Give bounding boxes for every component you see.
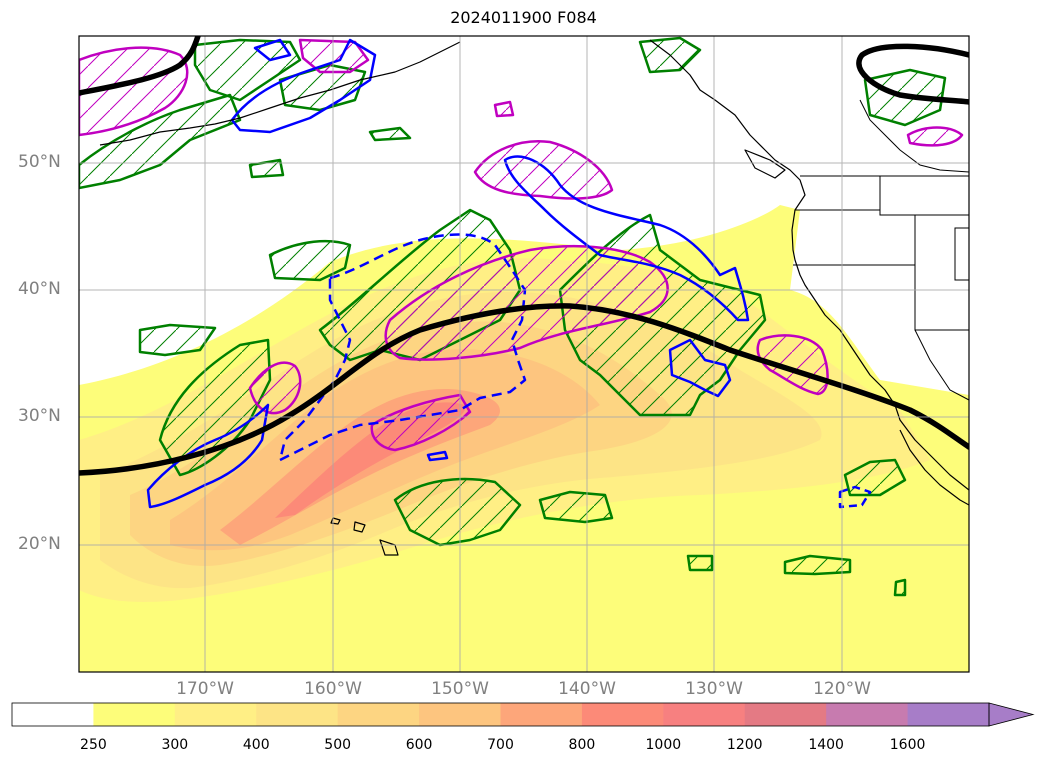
colorbar-segment: [419, 703, 501, 726]
colorbar-segment: [500, 703, 583, 726]
green-contour: [538, 490, 614, 524]
hawaii-island: [379, 539, 399, 556]
magenta-contour: [493, 100, 515, 118]
magenta-contour: [370, 393, 472, 452]
magenta-contour: [906, 126, 964, 147]
state-border: [793, 264, 969, 331]
jet-axis-north-east: [856, 43, 969, 105]
colorbar-tick-label: 300: [161, 737, 189, 753]
borders: [793, 99, 969, 401]
jet-axis-lines: [79, 36, 969, 476]
blue-contour-solid: [146, 403, 270, 509]
magenta-contours: [79, 38, 964, 452]
coastlines: [99, 39, 969, 556]
lat-label: 40°N: [18, 279, 61, 299]
colorbar-segment: [93, 703, 176, 726]
hawaii-island: [353, 521, 366, 533]
colorbar-extend-arrow: [988, 702, 1035, 727]
magenta-contour: [79, 46, 189, 137]
colorbar-segment: [744, 703, 827, 726]
baja-coastline: [899, 429, 969, 506]
lon-label: 130°W: [685, 679, 743, 699]
green-contour: [248, 158, 285, 179]
state-border: [795, 209, 969, 216]
green-contour: [843, 458, 907, 497]
green-contour: [193, 38, 302, 102]
state-border: [859, 99, 969, 173]
vancouver-island: [744, 149, 786, 179]
colorbar-outline: [11, 702, 990, 727]
colorbar-segment: [256, 703, 339, 726]
colorbar-tick-label: 1400: [808, 737, 844, 753]
colorbar-tick-label: 1600: [889, 737, 926, 753]
blue-contour-solid: [230, 38, 377, 134]
blue-contours: [146, 38, 872, 509]
graticule: [79, 36, 969, 672]
green-contour: [79, 93, 242, 190]
green-contour: [368, 126, 412, 142]
colorbar: [11, 702, 1035, 727]
lon-label: 150°W: [431, 679, 489, 699]
colorbar-segment: [581, 703, 664, 726]
lat-label: 20°N: [18, 534, 61, 554]
green-contour: [393, 477, 522, 547]
map-area: [79, 36, 969, 672]
north-america-coastline: [649, 39, 969, 491]
hawaii-island: [330, 517, 341, 525]
green-contour: [686, 554, 714, 572]
colorbar-segment: [826, 703, 909, 726]
green-contour: [138, 323, 217, 357]
colorbar-tick-label: 700: [487, 737, 514, 753]
blue-contour-solid: [668, 338, 732, 398]
colorbar-tick-label: 250: [80, 737, 107, 753]
colorbar-tick-label: 400: [242, 737, 270, 753]
magenta-contour: [473, 140, 614, 200]
colorbar-tick-label: 1200: [726, 737, 763, 753]
colorbar-tick-label: 800: [568, 737, 596, 753]
lat-label: 30°N: [18, 406, 61, 426]
magenta-contour: [384, 244, 669, 361]
jet-axis-north-west: [79, 36, 201, 96]
blue-contour-solid: [503, 155, 750, 322]
colorbar-segment: [12, 703, 94, 726]
colorbar-tick-label: 1000: [645, 737, 682, 753]
lon-label: 140°W: [558, 679, 616, 699]
lon-label: 120°W: [813, 679, 871, 699]
colorbar-segment: [663, 703, 746, 726]
colorbar-tick-label: 500: [324, 737, 352, 753]
lon-label: 170°W: [176, 679, 234, 699]
blue-contour-dashed: [838, 485, 872, 509]
state-border: [954, 227, 969, 281]
colorbar-tick-label: 600: [405, 737, 433, 753]
colorbar-segment: [174, 703, 257, 726]
blue-contour-solid: [426, 450, 449, 462]
blue-contour-dashed: [278, 233, 527, 462]
map-title: 2024011900 F084: [450, 8, 597, 27]
aleutian-coastline: [99, 41, 461, 146]
lon-label: 160°W: [304, 679, 362, 699]
blue-contour-solid: [253, 38, 292, 62]
green-contour: [158, 338, 272, 477]
state-border: [914, 329, 969, 401]
lat-label: 50°N: [18, 152, 61, 172]
map-frame: [78, 35, 970, 673]
green-contour: [783, 554, 852, 576]
colorbar-segment: [907, 703, 990, 726]
colorbar-segment: [337, 703, 420, 726]
green-contour: [893, 578, 907, 597]
jet-axis-main: [79, 303, 969, 476]
green-contour: [268, 239, 352, 282]
